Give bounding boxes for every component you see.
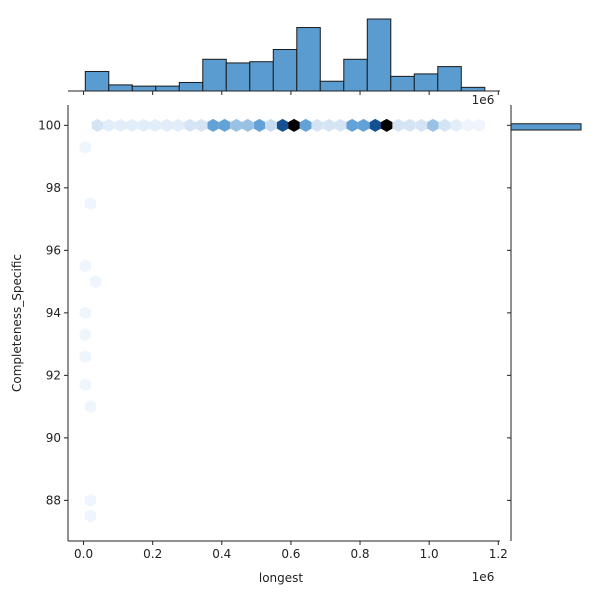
- hexbin-cell: [415, 118, 428, 132]
- top-histogram-bar: [108, 84, 133, 92]
- hexbin-cell: [79, 378, 92, 392]
- top-histogram-bar: [155, 85, 180, 92]
- x-tick-label: 0.2: [143, 547, 162, 561]
- top-histogram-bar: [437, 66, 462, 92]
- hexbin-cell: [334, 118, 347, 132]
- top-histogram-bar: [178, 81, 204, 92]
- right-marginal-histogram: [507, 105, 582, 541]
- y-tick-label: 92: [46, 368, 61, 382]
- hexbin-cell: [450, 118, 462, 132]
- x-tick-label: 0.4: [212, 547, 231, 561]
- hexbin-cell: [230, 118, 243, 132]
- y-tick-label: 88: [46, 493, 61, 507]
- top-histogram-bar: [131, 85, 157, 92]
- top-histogram-bar: [202, 58, 227, 92]
- hexbin-cell: [79, 328, 92, 342]
- hexbin-cell: [265, 118, 277, 132]
- hexbin-cell: [114, 118, 127, 132]
- x-axis-offset-label: 1e6: [472, 570, 495, 584]
- top-histogram-bar: [296, 27, 321, 92]
- hexbin-cell: [207, 118, 219, 132]
- hexbin-cell: [300, 118, 312, 132]
- right-histogram-bar: [510, 123, 582, 131]
- hexbin-cell: [473, 118, 486, 132]
- top-histogram-bar: [84, 70, 110, 92]
- hexbin-cell: [380, 118, 393, 132]
- hexbin-cell: [184, 118, 196, 132]
- hexbin-cell: [161, 118, 173, 132]
- top-marginal-histogram: 1e6: [68, 18, 500, 107]
- x-tick-label: 1.0: [420, 547, 439, 561]
- y-tick-label: 90: [46, 431, 61, 445]
- hexbin-cell: [84, 493, 97, 507]
- x-tick-label: 0.8: [350, 547, 369, 561]
- hexbin-cell: [462, 118, 474, 132]
- top-histogram-bar: [343, 58, 368, 92]
- y-tick-label: 96: [46, 243, 61, 257]
- hexbin-cell: [126, 118, 138, 132]
- hexbin-cell: [218, 118, 231, 132]
- hexbin-cell: [79, 350, 92, 364]
- hexbin-cell: [172, 118, 184, 132]
- hexbin-cell: [288, 118, 300, 132]
- top-histogram-bar: [249, 61, 274, 92]
- hexbin-cell: [84, 196, 97, 210]
- hexbin-cell: [84, 509, 97, 523]
- hexbin-cell: [253, 118, 266, 132]
- hexbin-cell: [369, 118, 381, 132]
- x-tick-label: 0.0: [74, 547, 93, 561]
- top-histogram-bar: [225, 62, 251, 92]
- y-axis-label: Completeness_Specific: [10, 254, 24, 392]
- y-tick-label: 100: [38, 118, 61, 132]
- hexbin-cell: [346, 118, 358, 132]
- x-tick-label: 0.6: [281, 547, 300, 561]
- hexbin-cell: [137, 118, 150, 132]
- hexbin-cell: [195, 118, 208, 132]
- x-axis-label: longest: [259, 571, 304, 585]
- top-histogram-bar: [390, 75, 415, 92]
- top-histogram-bar: [319, 80, 345, 92]
- hexbin-cell: [89, 275, 102, 289]
- top-histogram-bar: [413, 73, 439, 92]
- top-marginal-offset-label: 1e6: [472, 93, 495, 107]
- top-histogram-bar: [272, 49, 298, 92]
- hexbin-cell: [276, 118, 289, 132]
- hexbin-cell: [79, 306, 92, 320]
- hexbin-cell: [79, 259, 92, 273]
- hexbin-cell: [323, 118, 335, 132]
- hexbin-cell: [438, 118, 451, 132]
- hexbin-cell: [311, 118, 323, 132]
- y-tick-label: 98: [46, 181, 61, 195]
- hexbin-cell: [91, 118, 104, 132]
- hexbin-cell: [427, 118, 439, 132]
- top-histogram-bar: [366, 18, 392, 92]
- x-tick-label: 1.2: [489, 547, 508, 561]
- top-histogram-bar: [460, 86, 486, 92]
- hexbin-cell: [357, 118, 370, 132]
- y-tick-label: 94: [46, 306, 61, 320]
- hexbin-cell: [241, 118, 254, 132]
- hexbin-cell: [84, 400, 97, 414]
- hexbin-plot-area: 0.0 0.2 0.4 0.6 0.8 1.0 1.2 88 90 92 94 96 98 100 lo…: [10, 105, 508, 585]
- hexbin-cell: [79, 140, 92, 154]
- hexbin-cell: [103, 118, 115, 132]
- hexbin-cell: [149, 118, 161, 132]
- hexbin-cell: [404, 118, 416, 132]
- hexbin-cell: [392, 118, 405, 132]
